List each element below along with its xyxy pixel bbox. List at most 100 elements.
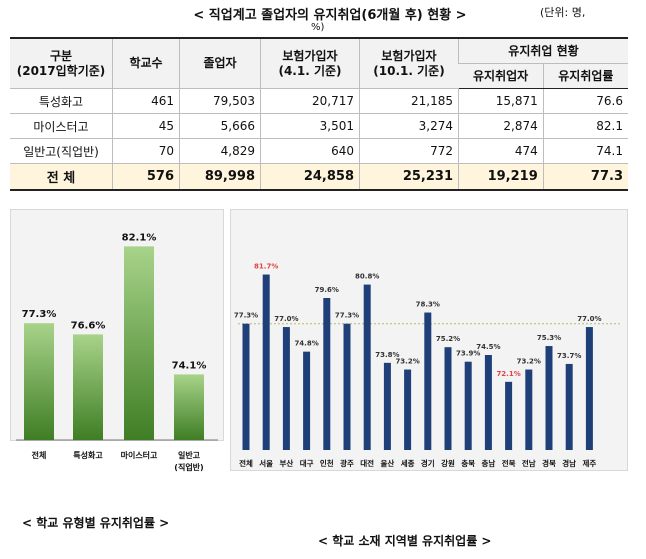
data-label: 80.8% <box>355 273 379 281</box>
tick-label: 광주 <box>340 458 354 468</box>
tick-label: 제주 <box>582 458 596 468</box>
tick-label: 전체 <box>32 450 47 460</box>
cell-insured-oct: 21,185 <box>359 88 459 114</box>
cell-insured-apr: 640 <box>260 138 360 164</box>
cell-graduates: 5,666 <box>179 113 261 139</box>
row-name: 일반고(직업반) <box>10 138 113 164</box>
chart-title-school-type: < 학교 유형별 유지취업률 > <box>22 516 170 530</box>
data-label: 73.9% <box>456 350 480 358</box>
bar <box>323 298 331 450</box>
bar <box>24 323 54 440</box>
cell-schools: 45 <box>112 113 180 139</box>
tick-label: 경기 <box>421 458 435 468</box>
col-header-rate: 유지취업률 <box>542 63 628 89</box>
tick-label: 서울 <box>259 458 273 468</box>
cell-insured-apr: 3,501 <box>260 113 360 139</box>
cell-schools: 576 <box>112 163 180 191</box>
data-label: 79.6% <box>315 286 339 294</box>
table-row: 특성화고 461 79,503 20,717 21,185 15,871 76.… <box>10 88 628 114</box>
data-label: 77.3% <box>234 312 258 320</box>
tick-label: 인천 <box>320 458 334 468</box>
col-header-retained: 유지취업자 <box>458 63 544 89</box>
data-label: 77.0% <box>577 315 601 323</box>
bar <box>242 323 250 450</box>
bar <box>73 334 103 440</box>
tick-label: 세종 <box>401 458 415 468</box>
tick-label: (직업반) <box>174 462 203 472</box>
unit-note-cont: %) <box>311 22 325 33</box>
bar <box>363 284 371 450</box>
tick-label: 전체 <box>239 458 253 468</box>
bar <box>444 347 452 450</box>
unit-note: (단위: 명, <box>540 6 586 19</box>
table-row: 마이스터고 45 5,666 3,501 3,274 2,874 82.1 <box>10 113 628 139</box>
bar <box>424 312 432 450</box>
data-label: 77.3% <box>335 312 359 320</box>
data-label: 74.5% <box>476 343 500 351</box>
bar <box>545 346 553 450</box>
table-row: 일반고(직업반) 70 4,829 640 772 474 74.1 <box>10 138 628 164</box>
tick-label: 충북 <box>461 458 475 468</box>
cell-retained: 2,874 <box>458 113 544 139</box>
cell-rate: 82.1 <box>542 113 628 139</box>
data-label: 74.8% <box>294 340 318 348</box>
cell-insured-oct: 3,274 <box>359 113 459 139</box>
bar <box>464 361 472 450</box>
data-label: 76.6% <box>71 320 106 331</box>
data-label: 72.1% <box>496 370 520 378</box>
tick-label: 부산 <box>279 458 293 468</box>
data-label: 74.1% <box>172 360 207 371</box>
col-header-insured-oct: 보험가입자 (10.1. 기준) <box>359 37 459 89</box>
tick-label: 경북 <box>542 458 556 468</box>
data-label: 73.2% <box>517 358 541 366</box>
data-label: 82.1% <box>122 232 157 243</box>
tick-label: 경남 <box>562 458 576 468</box>
data-label: 77.3% <box>22 309 57 320</box>
col-header-insured-apr: 보험가입자 (4.1. 기준) <box>260 37 360 89</box>
tick-label: 충남 <box>481 458 495 468</box>
bar <box>484 355 492 450</box>
cell-insured-oct: 25,231 <box>359 163 459 191</box>
cell-insured-apr: 24,858 <box>260 163 360 191</box>
cell-insured-apr: 20,717 <box>260 88 360 114</box>
col-header-group: 유지취업 현황 <box>458 37 628 64</box>
row-name: 마이스터고 <box>10 113 113 139</box>
row-name: 전 체 <box>10 163 113 191</box>
cell-rate: 77.3 <box>542 163 628 191</box>
chart-title-region: < 학교 소재 지역별 유지취업률 > <box>318 534 492 548</box>
data-label: 73.7% <box>557 352 581 360</box>
bar <box>282 327 290 450</box>
data-label: 77.0% <box>274 315 298 323</box>
data-label: 75.3% <box>537 334 561 342</box>
cell-schools: 70 <box>112 138 180 164</box>
cell-retained: 474 <box>458 138 544 164</box>
cell-insured-oct: 772 <box>359 138 459 164</box>
cell-retained: 15,871 <box>458 88 544 114</box>
cell-rate: 74.1 <box>542 138 628 164</box>
tick-label: 강원 <box>441 458 455 468</box>
page-title: < 직업계고 졸업자의 유지취업(6개월 후) 현황 > <box>193 8 467 23</box>
tick-label: 마이스터고 <box>121 450 158 460</box>
cell-retained: 19,219 <box>458 163 544 191</box>
tick-label: 대전 <box>360 458 374 468</box>
cell-schools: 461 <box>112 88 180 114</box>
bar <box>303 351 311 450</box>
data-label: 73.2% <box>395 358 419 366</box>
table-row-total: 전 체 576 89,998 24,858 25,231 19,219 77.3 <box>10 163 628 191</box>
col-header-schools: 학교수 <box>112 37 180 89</box>
bar <box>262 274 270 450</box>
col-header-graduates: 졸업자 <box>179 37 261 89</box>
employment-table: 구분 (2017입학기준) 학교수 졸업자 보험가입자 (4.1. 기준) 보험가입… <box>10 37 628 191</box>
tick-label: 울산 <box>380 458 394 468</box>
cell-graduates: 4,829 <box>179 138 261 164</box>
col-header-gubun: 구분 (2017입학기준) <box>10 37 113 89</box>
cell-graduates: 79,503 <box>179 88 261 114</box>
row-name: 특성화고 <box>10 88 113 114</box>
tick-label: 일반고 <box>178 450 201 460</box>
bar <box>585 327 593 450</box>
bar <box>174 374 204 440</box>
data-label: 73.8% <box>375 351 399 359</box>
data-label: 78.3% <box>416 301 440 309</box>
tick-label: 특성화고 <box>73 450 103 460</box>
cell-graduates: 89,998 <box>179 163 261 191</box>
